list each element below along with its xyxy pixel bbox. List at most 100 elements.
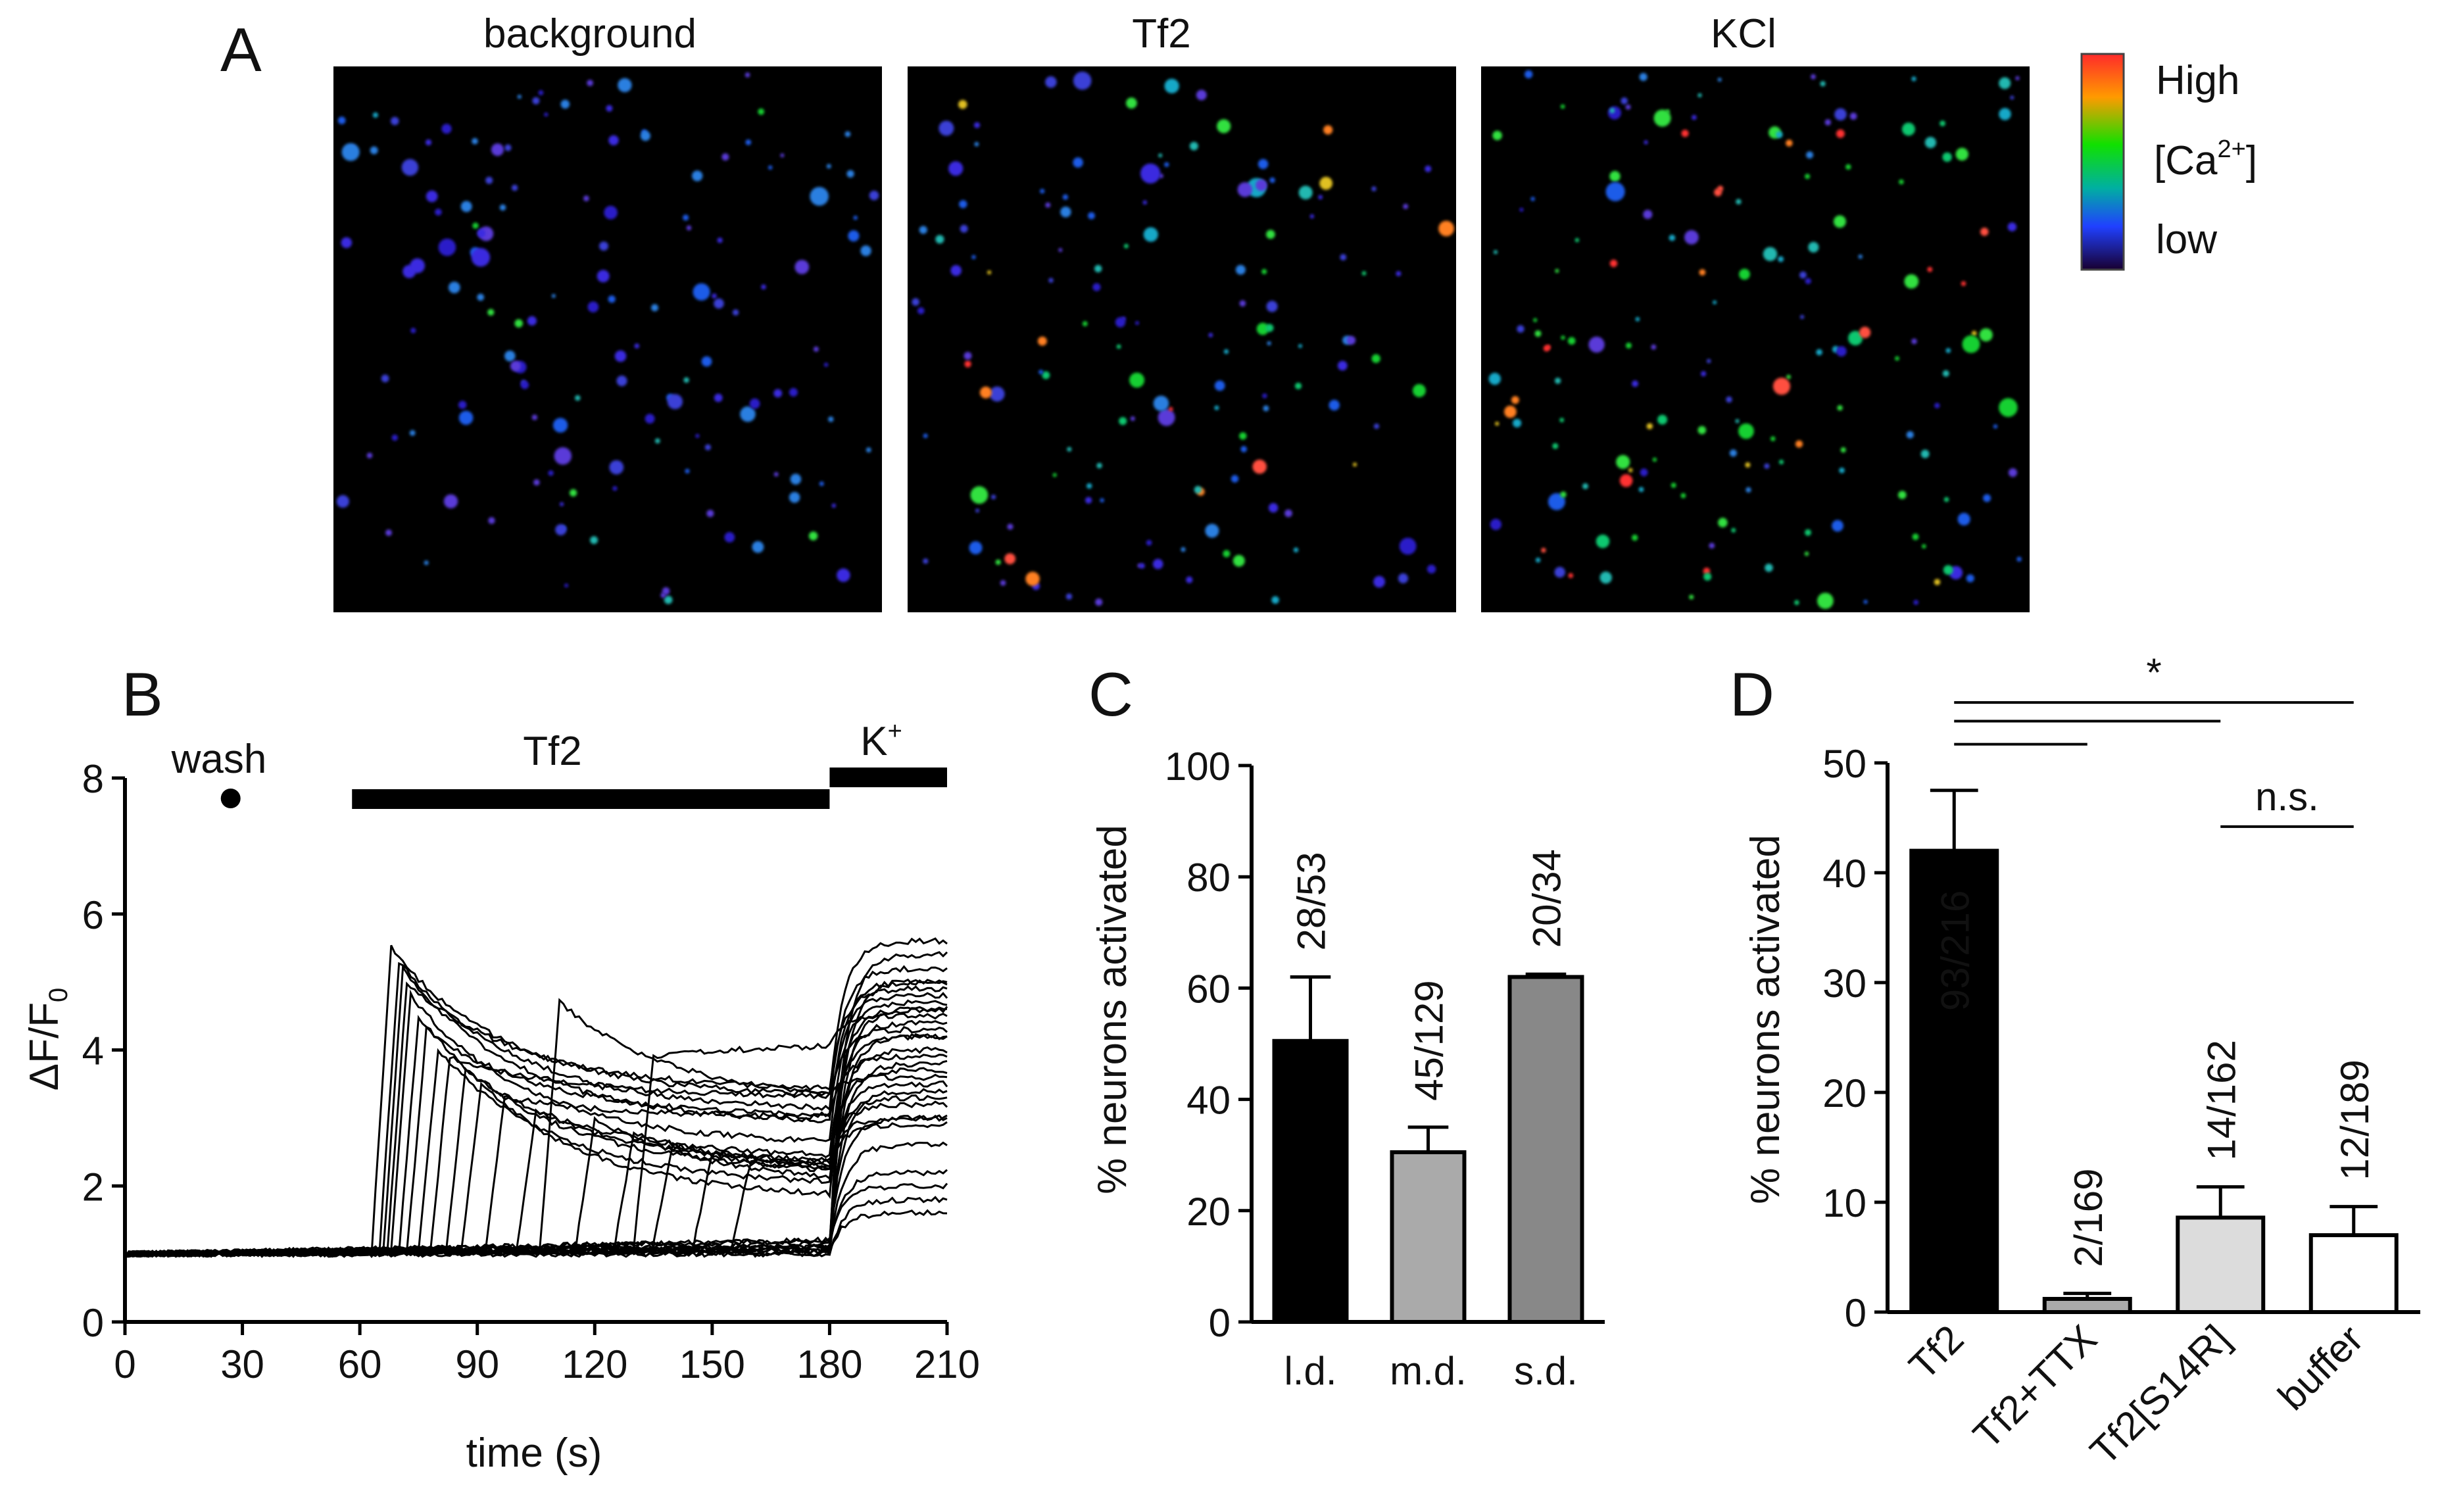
cell-spot [1323, 125, 1333, 135]
cell-spot [472, 222, 479, 229]
cell-spot [1632, 534, 1638, 541]
cell-spot [1403, 203, 1409, 209]
cell-spot [1707, 358, 1711, 364]
cell-spot [1140, 163, 1161, 183]
cell-spot [837, 568, 850, 582]
cell-spot [612, 486, 618, 491]
cell-spot [485, 176, 493, 184]
cell-spot [1799, 271, 1807, 279]
cell-spot [2015, 76, 2020, 80]
cell-spot [1231, 475, 1239, 483]
cell-spot [667, 394, 683, 410]
cell-spot [381, 374, 389, 383]
cell-spot [554, 447, 572, 465]
cell-spot [1717, 78, 1722, 82]
cell-spot [425, 139, 432, 146]
cell-spot [1555, 268, 1559, 273]
cell-spot [1848, 330, 1863, 346]
cell-spot [1060, 207, 1071, 218]
c-chart-y-tick-label: 80 [1186, 856, 1231, 900]
cell-spot [1609, 108, 1615, 114]
cell-spot [1266, 230, 1275, 239]
cell-spot [618, 78, 632, 93]
calcium-image-kcl [1481, 66, 2030, 612]
cell-spot [570, 489, 577, 497]
cell-spot [609, 460, 624, 475]
cell-spot [693, 283, 710, 301]
b-x-tick-label: 90 [455, 1342, 499, 1386]
cell-spot [1058, 248, 1063, 253]
cell-spot [989, 386, 1005, 402]
cell-spot [538, 90, 544, 95]
cell-spot [1701, 371, 1707, 377]
cell-spot [768, 165, 773, 170]
cell-spot [1554, 566, 1565, 578]
response-traces [124, 937, 948, 1259]
cell-spot [1836, 346, 1847, 356]
cell-spot [1906, 431, 1914, 439]
cell-spot [1920, 449, 1930, 458]
cell-spot [1294, 382, 1302, 390]
b-x-tick-label: 30 [220, 1342, 264, 1386]
cell-spot [1541, 547, 1546, 553]
c-chart-y-tick-label: 60 [1186, 967, 1231, 1011]
cell-spot [1858, 255, 1863, 259]
cell-spot [810, 187, 829, 206]
cell-spot [616, 376, 627, 387]
cell-spot [789, 492, 800, 503]
cell-spot [1806, 151, 1814, 159]
panel-a-letter: A [220, 15, 262, 84]
c-chart-y-tick-label: 0 [1209, 1301, 1231, 1345]
cell-spot [1772, 378, 1791, 395]
cell-spot [1739, 268, 1750, 280]
cell-spot [974, 141, 979, 147]
cell-spot [1143, 227, 1158, 242]
cell-spot [1824, 119, 1831, 126]
cell-spot [960, 224, 968, 233]
cell-spot [660, 593, 666, 598]
cell-spot [1609, 259, 1618, 268]
cell-spot [1681, 130, 1689, 137]
cell-spot [1085, 497, 1092, 504]
cell-spot [1293, 547, 1299, 552]
cell-spot [1214, 405, 1219, 410]
cell-spot [527, 316, 537, 326]
cell-spot [510, 360, 522, 372]
cell-spot [1680, 493, 1686, 499]
panel-c-letter: C [1088, 660, 1133, 729]
cell-spot [1911, 76, 1916, 82]
cell-spot [1703, 572, 1712, 581]
cell-spot [959, 200, 967, 208]
cell-spot [520, 381, 529, 389]
cell-spot [337, 116, 346, 124]
cell-spot [1714, 188, 1722, 197]
cell-spot [1735, 419, 1740, 424]
cell-spot [1816, 349, 1822, 356]
cell-spot [1912, 533, 1919, 541]
cell-spot [1561, 335, 1565, 340]
d-chart-count-label: 14/162 [2199, 1040, 2243, 1161]
cell-spot [701, 356, 712, 367]
cell-spot [1252, 459, 1267, 474]
cell-spot [1196, 89, 1207, 101]
cell-spot [1999, 77, 2011, 89]
panel-d-chart: 0 10 20 30 40 50 Tf2 93/216 Tf2+TTX 2/169 Tf2[S14R… [1822, 650, 2420, 1473]
cell-spot [1839, 467, 1845, 474]
cell-spot [1534, 330, 1542, 337]
cell-spot [1833, 215, 1846, 228]
cell-spot [1811, 74, 1816, 80]
cell-spot [1983, 494, 1991, 502]
cell-spot [1438, 220, 1455, 237]
cell-spot [1805, 174, 1811, 180]
cell-spot [458, 401, 467, 409]
cell-spot [1646, 423, 1653, 429]
cell-spot [866, 447, 871, 452]
cell-spot [758, 108, 765, 115]
cell-spot [1223, 550, 1231, 558]
c-chart-y-tick-label: 40 [1186, 1079, 1231, 1123]
cell-spot [504, 144, 512, 151]
cell-spot [1223, 349, 1229, 354]
cell-spot [1513, 418, 1522, 427]
d-chart-category-label: Tf2+TTX [1964, 1317, 2105, 1457]
cell-spot [964, 360, 971, 368]
